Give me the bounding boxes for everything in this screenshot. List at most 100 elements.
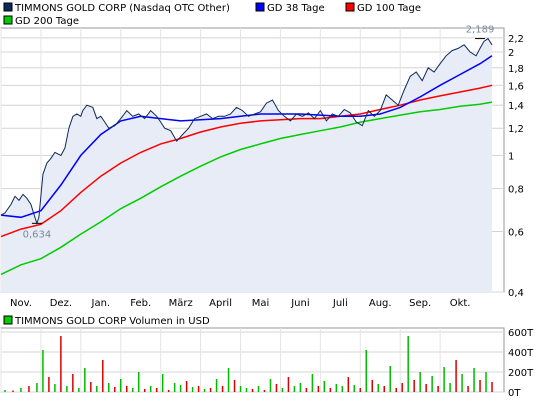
volume-bar xyxy=(42,350,44,392)
volume-bar xyxy=(353,385,356,392)
legend-swatch-price xyxy=(3,2,13,12)
volume-bar xyxy=(329,388,332,392)
price-x-tick-label: Okt. xyxy=(450,298,471,309)
legend-swatch-gd38 xyxy=(255,2,265,12)
price-x-tick-label: April xyxy=(209,298,232,309)
volume-bar xyxy=(257,386,260,392)
volume-bar xyxy=(485,372,487,392)
volume-bar xyxy=(431,376,433,392)
volume-bar xyxy=(143,389,146,392)
volume-bar xyxy=(179,385,182,392)
volume-bar xyxy=(413,380,415,392)
volume-bar xyxy=(407,336,409,392)
volume-bar xyxy=(383,386,385,392)
volume-bar xyxy=(269,379,272,392)
legend-label-gd200: GD 200 Tage xyxy=(15,16,79,27)
price-area-fill xyxy=(1,38,492,292)
legend-swatch-gd200 xyxy=(3,15,13,25)
volume-bar xyxy=(275,384,278,392)
volume-bar xyxy=(203,389,206,392)
price-legend: TIMMONS GOLD CORP (Nasdaq OTC Other) GD … xyxy=(3,2,421,27)
volume-bar xyxy=(215,379,218,392)
volume-bar xyxy=(461,374,463,392)
price-x-tick-label: Nov. xyxy=(10,298,32,309)
volume-bar xyxy=(245,388,248,392)
volume-bar xyxy=(305,388,308,392)
volume-bar xyxy=(389,366,391,392)
price-annotations: 2,189 0,634 xyxy=(23,25,495,241)
volume-y-tick-label: 400T xyxy=(508,348,534,359)
volume-bar xyxy=(96,386,98,392)
volume-y-tick-label: 0T xyxy=(508,388,521,399)
volume-bar xyxy=(371,380,374,392)
volume-bar xyxy=(209,388,212,392)
volume-bar xyxy=(78,388,80,392)
price-x-axis: Nov. Dez. Jan. Feb. März April Mai Juni Juli Aug.… xyxy=(10,298,470,309)
volume-bar xyxy=(126,386,128,392)
price-x-tick-label: Dez. xyxy=(50,298,72,309)
volume-bar xyxy=(437,386,439,392)
volume-bar xyxy=(491,382,493,392)
volume-bar xyxy=(66,386,68,392)
price-x-tick-label: Jan. xyxy=(91,298,111,309)
volume-bar xyxy=(114,387,116,392)
price-y-tick-label: 1,6 xyxy=(508,81,524,92)
volume-bar xyxy=(479,380,481,392)
price-x-tick-label: Sep. xyxy=(409,298,431,309)
volume-bar xyxy=(28,386,30,392)
annotation-label: 2,189 xyxy=(466,25,495,36)
volume-bar xyxy=(425,384,427,392)
volume-bars xyxy=(4,336,493,392)
legend-label-gd38: GD 38 Tage xyxy=(267,3,325,14)
volume-legend: TIMMONS GOLD CORP Volumen in USD xyxy=(3,315,210,327)
volume-bar xyxy=(401,383,403,392)
volume-plot-area xyxy=(0,327,505,393)
price-x-tick-label: Aug. xyxy=(369,298,392,309)
volume-bar xyxy=(317,386,320,392)
legend-swatch-volume xyxy=(3,315,13,325)
volume-bar xyxy=(197,386,200,392)
volume-bar xyxy=(365,350,368,392)
legend-label-gd100: GD 100 Tage xyxy=(357,3,421,14)
volume-bar xyxy=(281,388,284,392)
volume-bar xyxy=(102,360,104,392)
price-y-tick-label: 1 xyxy=(508,151,514,162)
volume-bar xyxy=(419,372,421,392)
volume-bar xyxy=(149,386,152,392)
volume-bar xyxy=(299,383,302,392)
volume-bar xyxy=(455,360,457,392)
price-x-tick-label: Juli xyxy=(332,298,348,309)
volume-bar xyxy=(293,386,296,392)
volume-bar xyxy=(90,382,92,392)
volume-bar xyxy=(48,377,50,392)
volume-bar xyxy=(443,367,445,392)
volume-bar xyxy=(359,388,362,392)
volume-bar xyxy=(84,368,86,392)
volume-bar xyxy=(137,372,140,392)
volume-bar xyxy=(233,380,236,392)
price-y-tick-label: 1,8 xyxy=(508,64,524,75)
volume-bar xyxy=(335,384,338,392)
volume-bar xyxy=(20,388,22,392)
volume-bar xyxy=(263,390,266,392)
volume-bar xyxy=(120,379,122,392)
price-y-tick-label: 0,4 xyxy=(508,288,524,299)
legend-label-price: TIMMONS GOLD CORP (Nasdaq OTC Other) xyxy=(14,3,230,14)
legend-swatch-gd100 xyxy=(345,2,355,12)
volume-bar xyxy=(287,377,290,392)
gd200-line xyxy=(0,101,493,276)
volume-bar xyxy=(72,374,74,392)
price-x-tick-label: Juni xyxy=(290,298,309,309)
volume-bar xyxy=(155,388,158,392)
price-x-tick-label: Mai xyxy=(252,298,270,309)
volume-bar xyxy=(323,381,326,392)
volume-bar xyxy=(185,381,188,392)
price-plot-area: 2,189 0,634 xyxy=(0,25,505,293)
price-y-tick-label: 0,8 xyxy=(508,185,524,196)
price-x-tick-label: März xyxy=(169,298,193,309)
price-y-tick-label: 2 xyxy=(508,48,514,59)
volume-bar xyxy=(108,383,110,392)
volume-bar xyxy=(173,383,176,392)
volume-bar xyxy=(167,390,170,392)
